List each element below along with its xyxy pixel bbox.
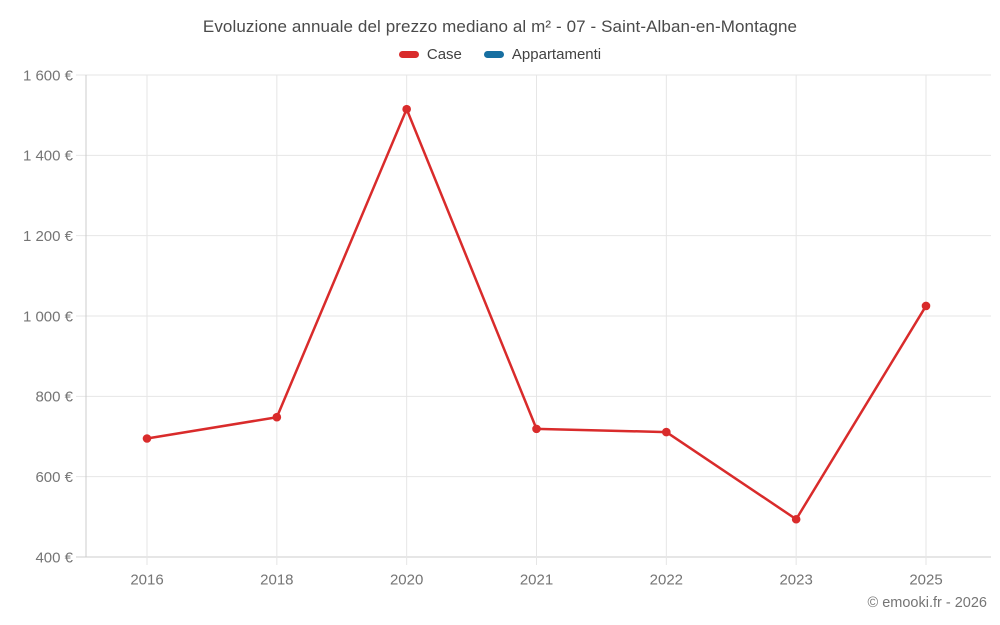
y-tick-label: 1 200 € (23, 228, 74, 245)
x-tick-label: 2016 (130, 571, 163, 588)
legend-item-case[interactable]: Case (398, 46, 462, 63)
y-tick-label: 800 € (35, 389, 73, 406)
case-legend-swatch-icon (398, 51, 419, 58)
data-point-case[interactable] (662, 427, 671, 437)
y-tick-label: 1 400 € (23, 148, 74, 165)
legend: Case Appartamenti (0, 46, 1000, 63)
legend-label-appartamenti: Appartamenti (511, 46, 602, 63)
legend-label-case: Case (426, 46, 462, 63)
data-point-case[interactable] (142, 434, 152, 443)
y-tick-label: 1 000 € (23, 308, 74, 325)
y-tick-label: 600 € (35, 469, 73, 486)
x-tick-label: 2022 (650, 571, 683, 588)
y-tick-label: 400 € (35, 549, 73, 566)
data-point-case[interactable] (272, 412, 282, 422)
data-point-case[interactable] (532, 424, 541, 434)
y-tick-label: 1 600 € (23, 67, 74, 84)
data-point-case[interactable] (402, 104, 411, 114)
x-tick-label: 2020 (390, 571, 423, 588)
legend-item-appartamenti[interactable]: Appartamenti (483, 46, 602, 63)
x-tick-label: 2018 (260, 571, 293, 588)
copyright-credit: © emooki.fr - 2026 (867, 595, 987, 611)
chart-title: Evoluzione annuale del prezzo mediano al… (202, 17, 798, 36)
data-point-case[interactable] (921, 301, 931, 311)
appartamenti-legend-swatch-icon (483, 51, 504, 58)
data-point-case[interactable] (791, 514, 801, 524)
x-tick-label: 2023 (779, 571, 812, 588)
x-tick-label: 2025 (909, 571, 942, 588)
x-tick-label: 2021 (520, 571, 553, 588)
